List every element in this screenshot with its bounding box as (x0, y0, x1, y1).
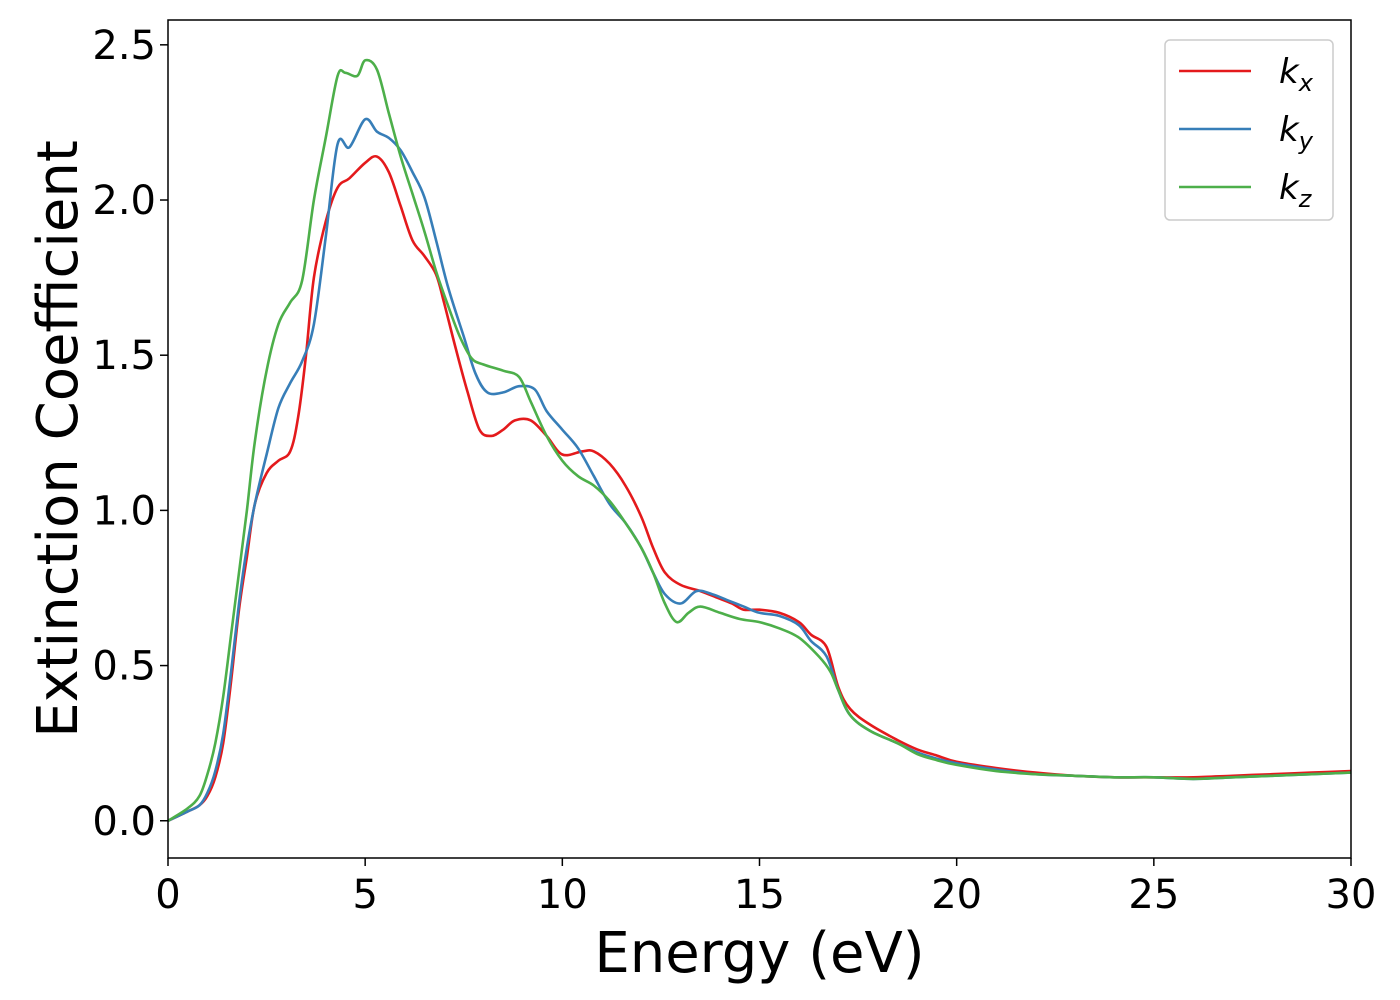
legend-label: kx (1279, 52, 1314, 97)
series-line-kz (168, 58, 1351, 823)
y-tick-label: 1.5 (92, 333, 156, 379)
legend-item-kz: kz (1179, 168, 1313, 213)
x-tick-label: 25 (1128, 872, 1179, 918)
series-lines (168, 58, 1351, 823)
legend-item-kx: kx (1179, 52, 1314, 97)
y-tick-label: 2.0 (92, 178, 156, 224)
x-tick-label: 10 (537, 872, 588, 918)
x-tick-label: 30 (1326, 872, 1377, 918)
y-tick-label: 0.5 (92, 644, 156, 690)
y-axis-label: Extinction Coefficient (26, 140, 91, 738)
legend-label: ky (1279, 110, 1314, 155)
x-tick-label: 5 (352, 872, 377, 918)
x-tick-label: 15 (734, 872, 785, 918)
legend-item-ky: ky (1179, 110, 1314, 155)
series-line-kx (168, 154, 1351, 823)
legend: kx ky kz (1164, 39, 1334, 221)
y-tick-label: 1.0 (92, 488, 156, 534)
x-axis-label: Energy (eV) (594, 921, 924, 986)
x-tick-label: 20 (931, 872, 982, 918)
x-tick-label: 0 (155, 872, 180, 918)
y-tick-label: 2.5 (92, 23, 156, 69)
y-axis-ticks: 0.0 0.5 1.0 1.5 2.0 2.5 (92, 23, 168, 845)
legend-label: kz (1279, 168, 1313, 213)
y-tick-label: 0.0 (92, 799, 156, 845)
series-line-ky (168, 117, 1351, 823)
x-axis-ticks: 0 5 10 15 20 25 30 (155, 858, 1376, 918)
